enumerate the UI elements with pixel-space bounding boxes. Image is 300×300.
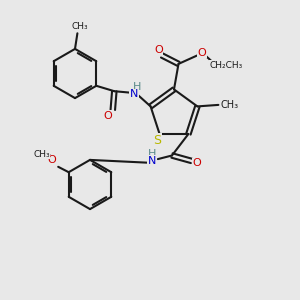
Text: O: O	[197, 47, 206, 58]
Text: O: O	[48, 155, 57, 165]
Text: CH₃: CH₃	[33, 150, 50, 159]
Text: S: S	[153, 134, 161, 147]
Text: O: O	[193, 158, 201, 168]
Text: O: O	[154, 45, 163, 55]
Text: N: N	[130, 89, 138, 99]
Text: N: N	[148, 156, 156, 166]
Text: CH₂CH₃: CH₂CH₃	[210, 61, 243, 70]
Text: H: H	[133, 82, 142, 92]
Text: CH₃: CH₃	[71, 22, 88, 31]
Text: O: O	[103, 111, 112, 121]
Text: H: H	[148, 149, 156, 159]
Text: CH₃: CH₃	[221, 100, 239, 110]
